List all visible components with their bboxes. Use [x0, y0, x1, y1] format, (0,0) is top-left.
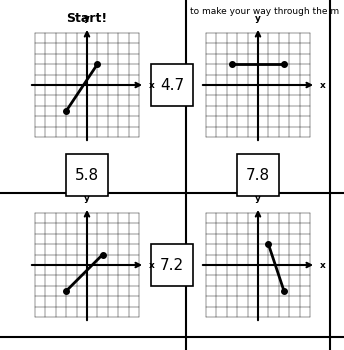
Text: y: y — [84, 194, 90, 203]
Text: x: x — [149, 260, 155, 270]
Text: 7.8: 7.8 — [246, 168, 270, 182]
Text: 4.7: 4.7 — [160, 77, 184, 92]
Bar — [66, 154, 108, 196]
Bar — [151, 244, 193, 286]
Bar — [237, 154, 279, 196]
Text: y: y — [84, 14, 90, 23]
Text: x: x — [149, 80, 155, 90]
Text: y: y — [255, 14, 261, 23]
Bar — [151, 64, 193, 106]
Text: y: y — [255, 194, 261, 203]
Text: to make your way through the m: to make your way through the m — [190, 7, 339, 16]
Text: 5.8: 5.8 — [75, 168, 99, 182]
Text: Start!: Start! — [66, 12, 108, 25]
Text: x: x — [320, 80, 326, 90]
Text: x: x — [320, 260, 326, 270]
Text: 7.2: 7.2 — [160, 258, 184, 273]
